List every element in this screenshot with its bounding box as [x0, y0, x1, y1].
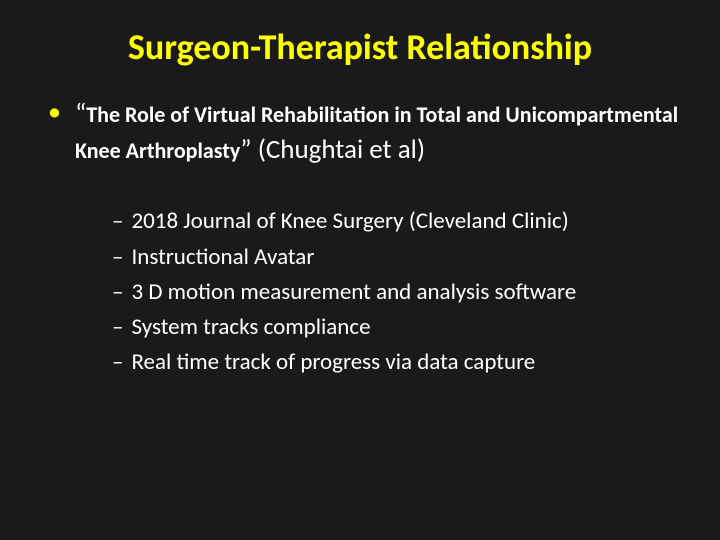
bullet-dot-icon: •: [48, 96, 61, 127]
sub-bullet-list: –2018 Journal of Knee Surgery (Cleveland…: [112, 206, 680, 377]
sub-bullet-item: –Real time track of progress via data ca…: [112, 347, 680, 378]
sub-bullet-label: 3 D motion measurement and analysis soft…: [131, 277, 576, 308]
sub-bullet-label: Instructional Avatar: [131, 242, 314, 273]
dash-icon: –: [112, 242, 123, 273]
sub-bullet-label: Real time track of progress via data cap…: [131, 347, 535, 378]
sub-bullet-item: –Instructional Avatar: [112, 242, 680, 273]
dash-icon: –: [112, 312, 123, 343]
sub-bullet-item: –System tracks compliance: [112, 312, 680, 343]
dash-icon: –: [112, 347, 123, 378]
open-quote: “: [75, 97, 86, 130]
sub-bullet-item: –2018 Journal of Knee Surgery (Cleveland…: [112, 206, 680, 237]
sub-bullet-label: System tracks compliance: [131, 312, 370, 343]
main-bullet-text: “The Role of Virtual Rehabilitation in T…: [75, 96, 680, 169]
slide-title: Surgeon-Therapist Relationship: [40, 28, 680, 68]
sub-bullet-label: 2018 Journal of Knee Surgery (Cleveland …: [131, 206, 568, 237]
close-quote: ”: [240, 133, 251, 166]
paper-attribution: (Chughtai et al): [252, 133, 425, 166]
slide-container: Surgeon-Therapist Relationship • “The Ro…: [0, 0, 720, 540]
sub-bullet-item: –3 D motion measurement and analysis sof…: [112, 277, 680, 308]
dash-icon: –: [112, 277, 123, 308]
dash-icon: –: [112, 206, 123, 237]
main-bullet: • “The Role of Virtual Rehabilitation in…: [48, 96, 680, 169]
